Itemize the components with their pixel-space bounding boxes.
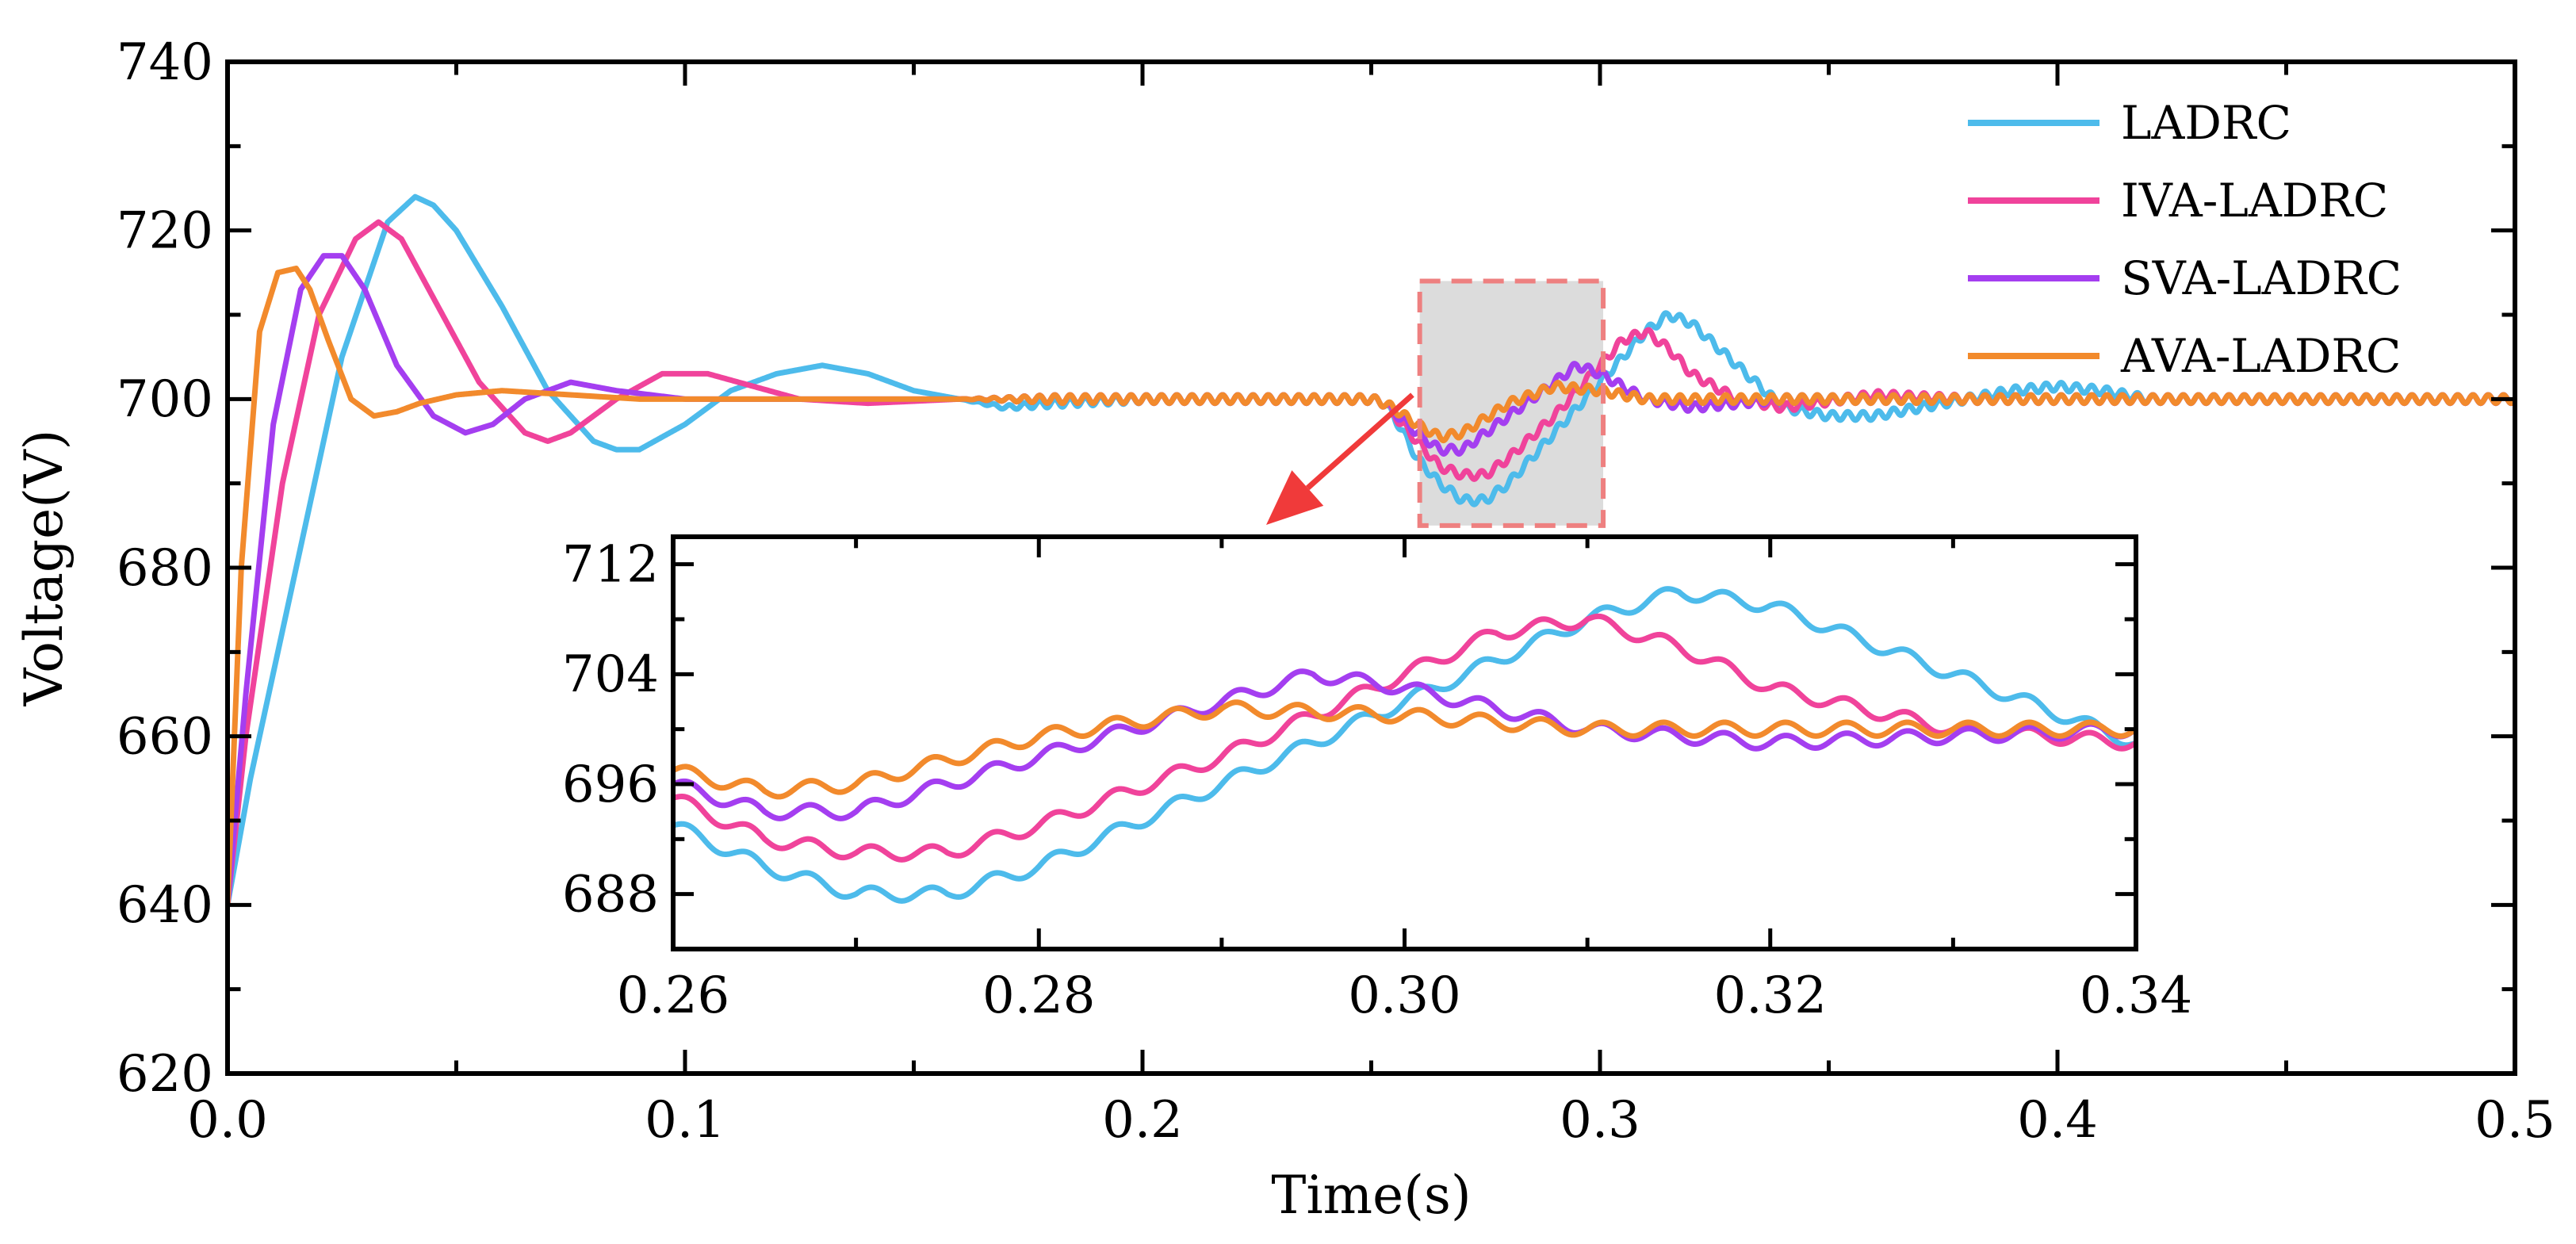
main-ytick-label: 640: [117, 876, 213, 935]
zoom-arrow-head: [1266, 470, 1324, 525]
inset-series-iva-ladrc: [673, 613, 2136, 863]
inset-background: [673, 537, 2136, 949]
inset-series-ladrc: [673, 586, 2136, 904]
legend-label-ava-ladrc: AVA-LADRC: [2120, 329, 2401, 383]
inset-ytick-label: 696: [562, 756, 659, 814]
main-xtick-label: 0.0: [187, 1091, 268, 1150]
inset-xtick-label: 0.32: [1714, 966, 1828, 1025]
inset-ytick-label: 704: [562, 645, 659, 704]
x-axis-title: Time(s): [1271, 1165, 1471, 1226]
inset-plot: 0.26 0.28 0.30 0.32 0.34 688 696 704 712: [562, 392, 2193, 1025]
zoom-highlight-border: [1417, 278, 1606, 528]
main-ytick-label: 620: [117, 1045, 213, 1104]
inset-ytick-label: 712: [562, 535, 659, 594]
inset-xtick-label: 0.26: [617, 966, 730, 1025]
inset-xtick-label: 0.30: [1348, 966, 1461, 1025]
main-ytick-label: 680: [117, 539, 213, 598]
inset-series-sva-ladrc: [673, 668, 2136, 821]
legend-label-sva-ladrc: SVA-LADRC: [2121, 251, 2402, 305]
main-xtick-label: 0.4: [2017, 1091, 2098, 1150]
legend-label-iva-ladrc: IVA-LADRC: [2121, 174, 2388, 228]
main-xtick-label: 0.3: [1560, 1091, 1640, 1150]
inset-ytick-label: 688: [562, 865, 659, 924]
inset-xtick-label: 0.28: [982, 966, 1096, 1025]
inset-xtick-label: 0.34: [2080, 966, 2193, 1025]
main-ytick-label: 740: [117, 33, 213, 92]
y-axis-title: Voltage(V): [13, 430, 75, 707]
main-xtick-label: 0.5: [2475, 1091, 2555, 1150]
main-series-ava-ladrc: [228, 266, 2515, 905]
legend: LADRC IVA-LADRC SVA-LADRC AVA-LADRC: [1968, 96, 2402, 383]
main-ytick-label: 660: [117, 707, 213, 766]
inset-series-ava-ladrc: [673, 699, 2136, 800]
main-xtick-label: 0.2: [1102, 1091, 1183, 1150]
main-plot: 0.0 0.1 0.2 0.3 0.4 0.5 620 640 660 680 700 720 740 T…: [13, 33, 2555, 1226]
zoom-arrow: [1305, 392, 1414, 491]
main-ytick-label: 700: [117, 370, 213, 429]
legend-label-ladrc: LADRC: [2121, 96, 2291, 150]
main-xtick-label: 0.1: [645, 1091, 725, 1150]
main-ytick-label: 720: [117, 201, 213, 260]
